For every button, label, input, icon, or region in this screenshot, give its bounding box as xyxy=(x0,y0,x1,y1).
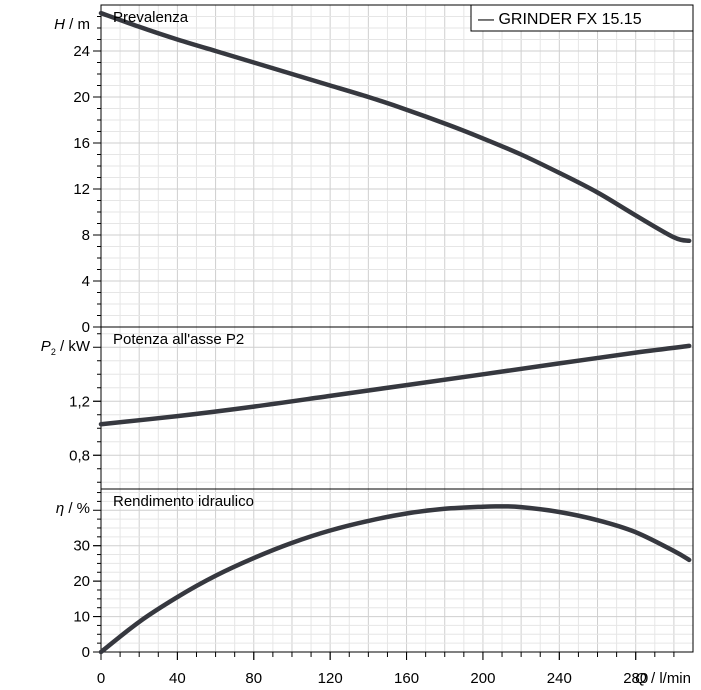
x-tick-label: 120 xyxy=(318,670,343,687)
series-curve xyxy=(98,343,692,427)
y-tick-label: 20 xyxy=(73,89,90,106)
series-curve xyxy=(98,504,692,655)
panel-frame xyxy=(100,488,694,653)
y-tick-label: 0 xyxy=(82,319,90,336)
y-tick-label: 10 xyxy=(73,609,90,626)
curve-layer xyxy=(98,10,692,655)
x-tick-label: 280 xyxy=(623,670,648,687)
x-tick-label: 40 xyxy=(169,670,186,687)
y-axis-label: H / m xyxy=(54,16,90,33)
panel-title: Prevalenza xyxy=(113,9,189,26)
frame-layer xyxy=(93,4,694,660)
panel-frame xyxy=(100,326,694,490)
x-tick-label: 80 xyxy=(245,670,262,687)
y-tick-label: 0,8 xyxy=(69,447,90,464)
y-tick-label: 4 xyxy=(82,273,90,290)
legend-box xyxy=(470,4,694,32)
series-curve xyxy=(98,10,692,244)
x-tick-label: 200 xyxy=(470,670,495,687)
y-tick-label: 20 xyxy=(73,573,90,590)
panel-title: Rendimento idraulico xyxy=(113,493,254,510)
y-axis-label: P2 / kW xyxy=(41,338,91,357)
y-axis-label: η / % xyxy=(56,500,90,517)
label-layer: 0 4 8 12 16 20 24 Prevalenza H / m 0,8 1,2 Potenza … xyxy=(41,4,694,687)
legend-entry: — GRINDER FX 15.15 xyxy=(478,11,642,28)
panel-title: Potenza all'asse P2 xyxy=(113,331,244,348)
y-tick-label: 1,2 xyxy=(69,393,90,410)
x-tick-label: 160 xyxy=(394,670,419,687)
y-tick-label: 8 xyxy=(82,227,90,244)
y-tick-label: 24 xyxy=(73,43,90,60)
x-axis-label: Q / l/min xyxy=(635,670,691,687)
x-tick-label: 240 xyxy=(547,670,572,687)
y-tick-label: 16 xyxy=(73,135,90,152)
y-tick-label: 12 xyxy=(73,181,90,198)
x-tick-label: 0 xyxy=(97,670,105,687)
grid-layer xyxy=(101,5,693,652)
y-tick-label: 30 xyxy=(73,538,90,555)
y-tick-label: 0 xyxy=(82,644,90,661)
